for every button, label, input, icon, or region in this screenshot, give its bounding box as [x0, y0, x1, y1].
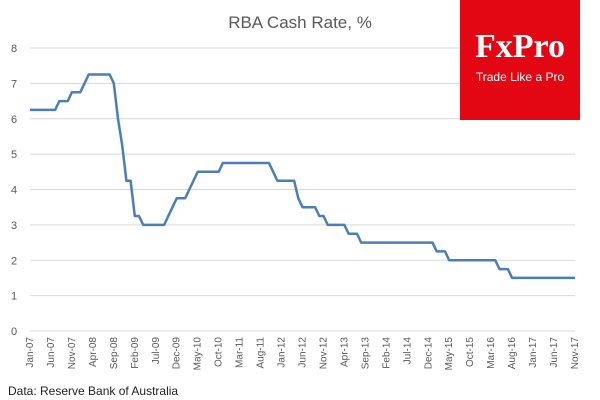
x-tick-label: Jan-12: [277, 337, 288, 368]
y-tick-label: 7: [11, 78, 17, 90]
x-tick-label: Nov-12: [318, 337, 329, 370]
x-tick-label: Apr-08: [88, 337, 99, 367]
y-tick-label: 1: [11, 291, 17, 303]
x-tick-label: Jul-14: [402, 337, 413, 365]
x-tick-label: Mar-16: [486, 337, 497, 369]
logo-wordmark: FxPro: [474, 28, 565, 65]
x-axis-ticks: Jan-07 Jun-07 Nov-07 Apr-08 Sep-08 Feb-09 Jul-…: [25, 337, 581, 371]
y-tick-label: 2: [11, 255, 17, 267]
x-tick-label: Aug-11: [256, 337, 267, 369]
x-tick-label: Mar-11: [235, 337, 246, 368]
logo-tagline: Trade Like a Pro: [475, 70, 565, 84]
x-tick-label: Nov-07: [67, 337, 78, 370]
x-tick-label: Feb-09: [130, 337, 141, 369]
x-tick-label: Jul-09: [151, 337, 162, 365]
y-tick-label: 3: [11, 220, 17, 232]
y-tick-label: 8: [11, 43, 17, 55]
x-tick-label: Sep-13: [360, 337, 371, 370]
x-tick-label: Oct-10: [214, 337, 225, 367]
x-tick-label: Apr-13: [339, 337, 350, 367]
x-tick-label: Jun-12: [298, 337, 309, 368]
y-tick-label: 5: [11, 149, 17, 161]
x-tick-label: Dec-14: [423, 337, 434, 370]
y-tick-label: 0: [11, 326, 17, 338]
x-tick-label: May-10: [193, 337, 204, 371]
y-tick-label: 6: [11, 114, 17, 126]
x-tick-label: Nov-17: [570, 337, 581, 370]
x-tick-label: May-15: [444, 337, 455, 371]
x-tick-label: Jan-17: [528, 337, 539, 368]
x-tick-label: Aug-16: [507, 337, 518, 370]
y-axis-ticks: 0 1 2 3 4 5 6 7 8: [11, 43, 17, 338]
chart-title: RBA Cash Rate, %: [228, 13, 372, 32]
x-tick-label: Jun-17: [549, 337, 560, 368]
x-tick-label: Sep-08: [109, 337, 120, 370]
x-tick-label: Oct-15: [465, 337, 476, 367]
source-note: Data: Reserve Bank of Australia: [8, 384, 179, 398]
cash-rate-series-line: [30, 73, 575, 280]
fxpro-logo: FxPro Trade Like a Pro: [460, 0, 580, 120]
x-tick-label: Dec-09: [172, 337, 183, 370]
x-tick-label: Feb-14: [381, 337, 392, 369]
x-tick-label: Jan-07: [25, 337, 36, 368]
y-tick-label: 4: [11, 185, 17, 197]
x-tick-label: Jun-07: [46, 337, 57, 368]
